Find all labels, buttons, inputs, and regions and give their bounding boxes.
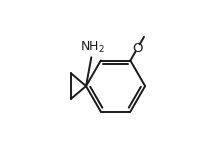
Text: NH$_2$: NH$_2$ bbox=[80, 40, 105, 55]
Text: O: O bbox=[132, 42, 143, 55]
